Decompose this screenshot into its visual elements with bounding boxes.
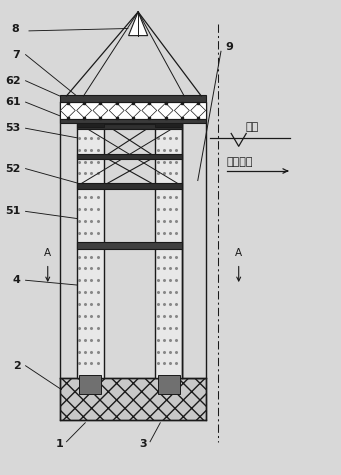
Polygon shape (125, 103, 140, 118)
Text: 52: 52 (5, 163, 20, 174)
Text: 1: 1 (55, 439, 63, 449)
Text: A: A (235, 248, 242, 258)
Bar (60, 102, 206, 119)
Bar (77, 123, 104, 127)
Bar (77, 183, 182, 189)
Text: 62: 62 (5, 76, 20, 86)
Polygon shape (191, 103, 206, 118)
Text: 53: 53 (5, 123, 20, 133)
Bar (158, 375, 180, 394)
Polygon shape (129, 12, 148, 36)
Polygon shape (142, 103, 157, 118)
Polygon shape (174, 103, 189, 118)
Bar (60, 119, 206, 123)
Polygon shape (109, 103, 124, 118)
Bar (77, 124, 182, 129)
Text: 4: 4 (13, 275, 20, 285)
Bar (60, 95, 206, 102)
Polygon shape (93, 103, 108, 118)
Text: 水流方向: 水流方向 (227, 157, 253, 168)
Text: 8: 8 (11, 23, 19, 34)
Text: 51: 51 (5, 206, 20, 217)
Text: 2: 2 (13, 361, 20, 371)
Polygon shape (77, 103, 92, 118)
Bar (155, 123, 182, 127)
Polygon shape (60, 103, 75, 118)
Bar (79, 375, 101, 394)
Text: 9: 9 (226, 42, 234, 53)
Bar (60, 378, 206, 420)
Text: 水面: 水面 (246, 122, 259, 133)
Text: A: A (44, 248, 51, 258)
Bar (155, 102, 182, 378)
Bar (77, 102, 104, 378)
Polygon shape (158, 103, 173, 118)
Bar (182, 102, 206, 378)
Text: 3: 3 (139, 439, 147, 449)
Bar (77, 242, 182, 249)
Text: 7: 7 (13, 49, 20, 60)
Bar (77, 154, 182, 159)
Text: 61: 61 (5, 97, 20, 107)
